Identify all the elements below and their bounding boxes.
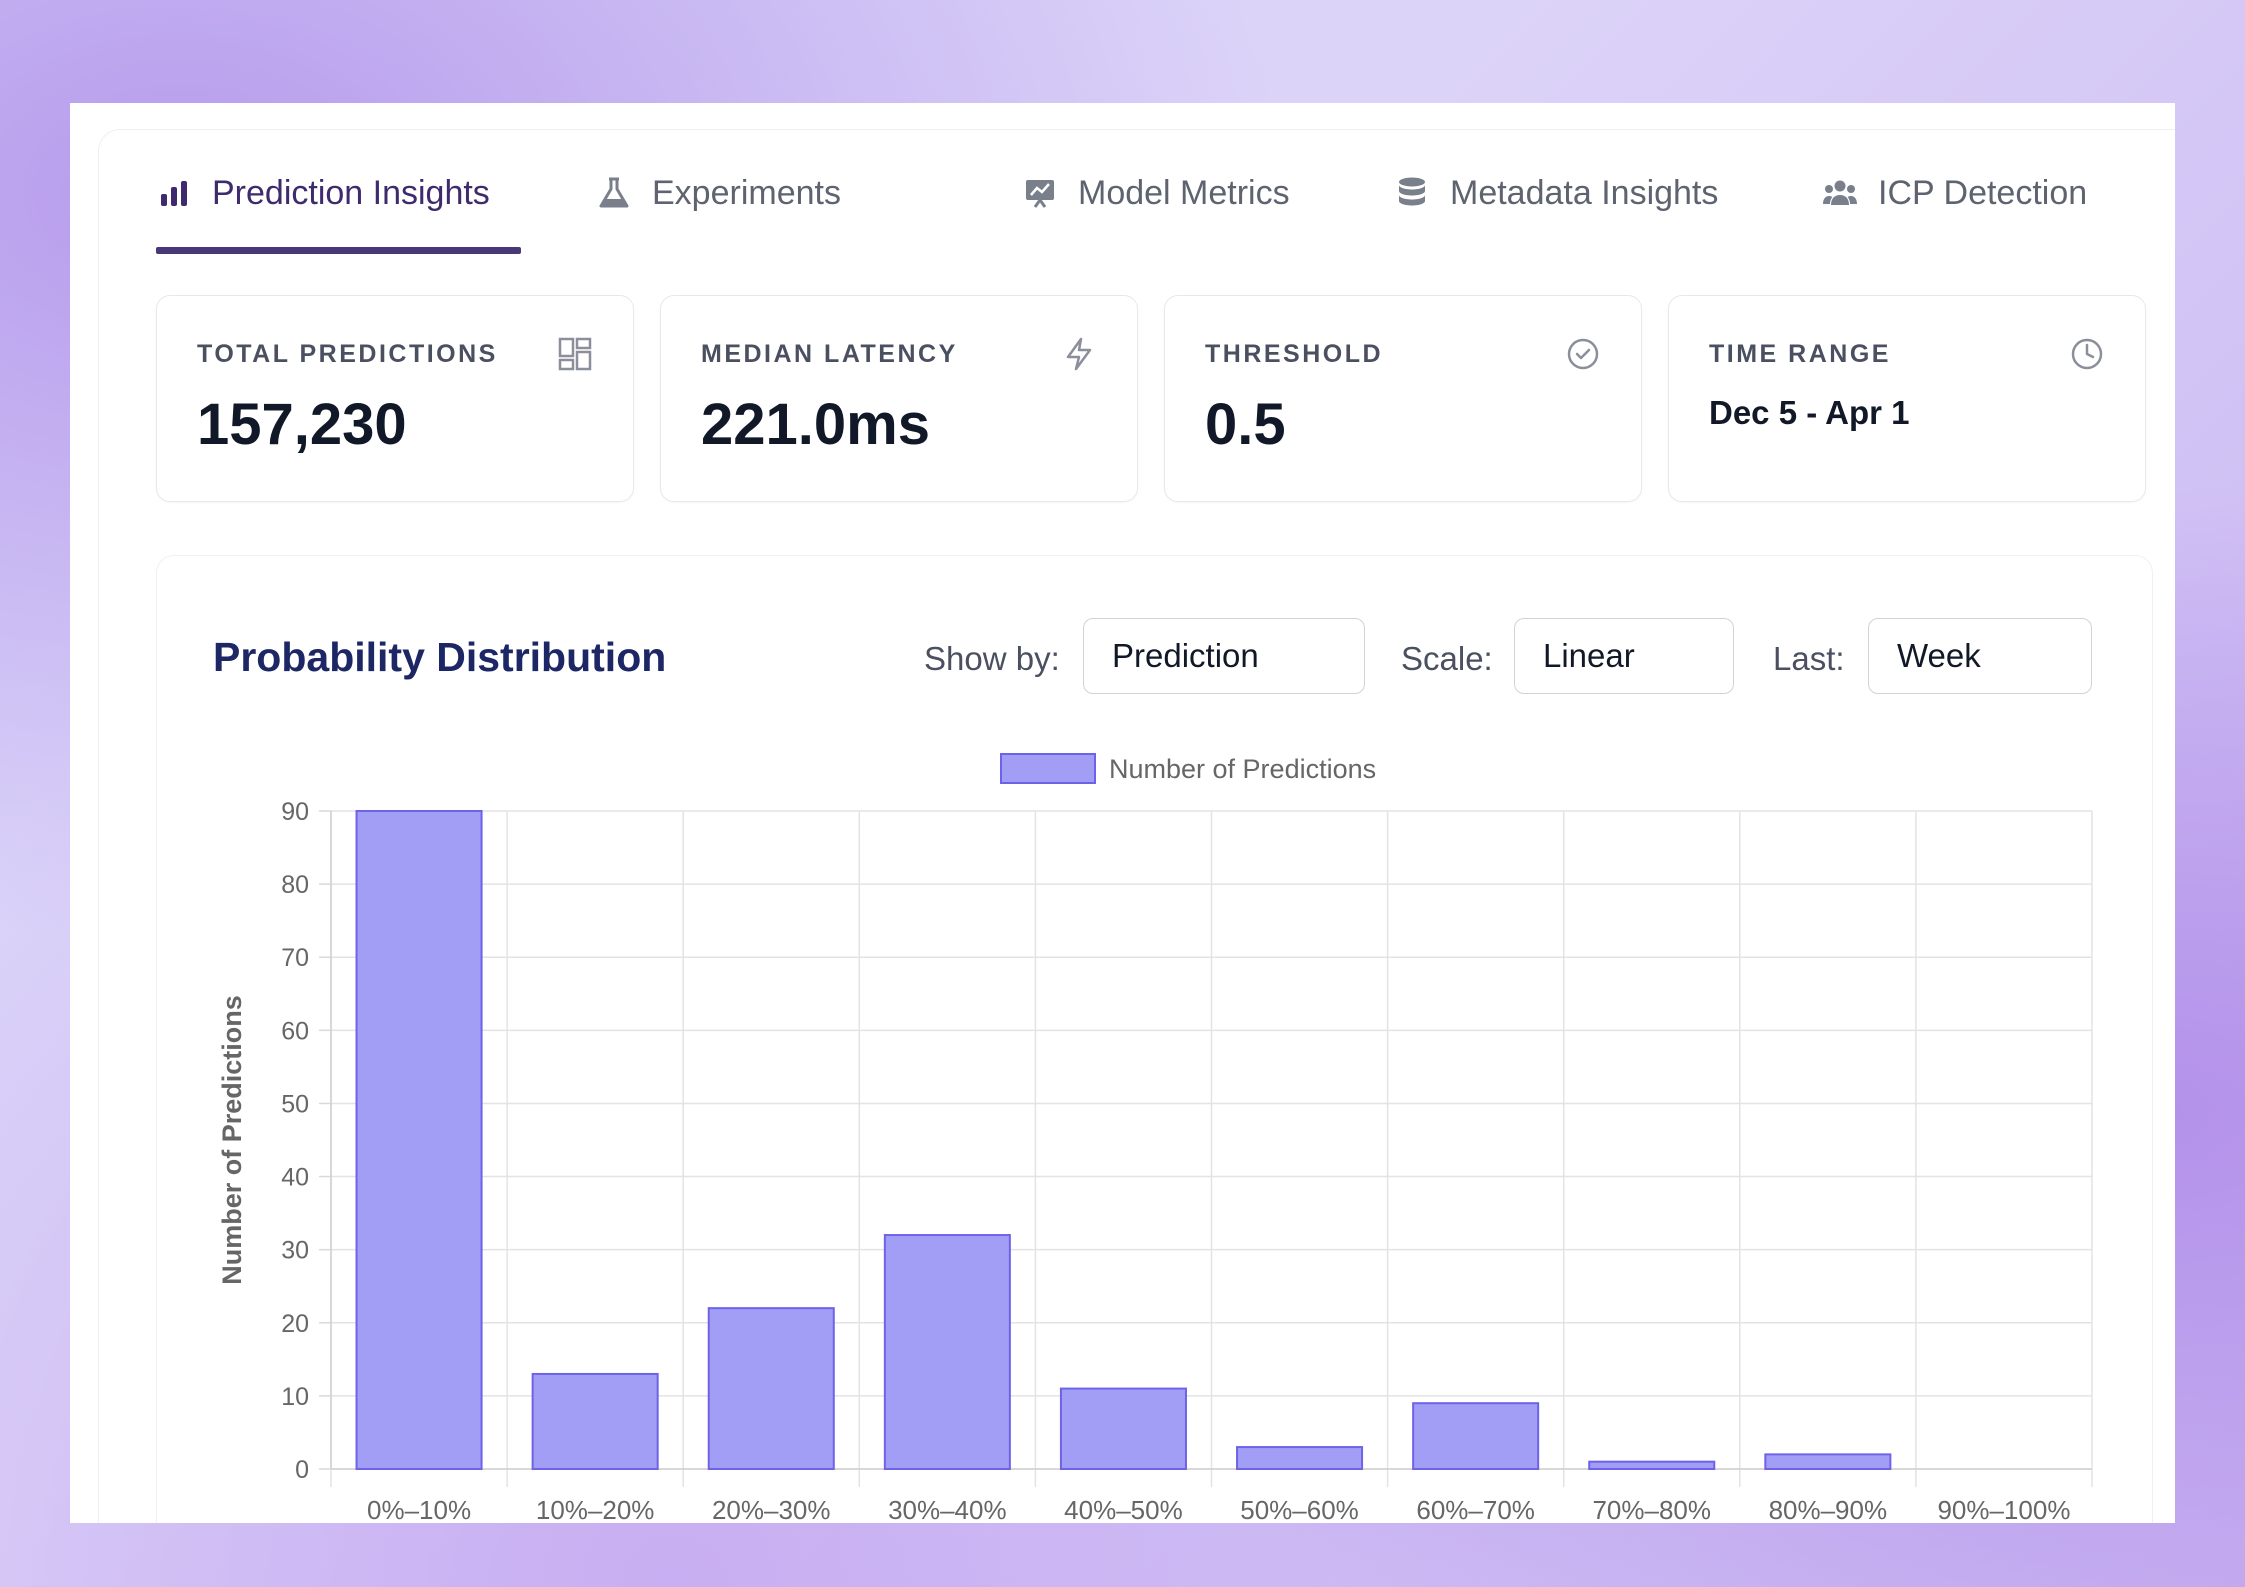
probability-distribution-card: Probability Distribution Show by: Predic… [156, 555, 2153, 1523]
show-by-label: Show by: [924, 640, 1060, 677]
x-tick-label: 30%–40% [888, 1495, 1007, 1523]
y-tick-label: 60 [281, 1017, 309, 1045]
stat-value: 221.0ms [701, 392, 930, 457]
x-tick-label: 80%–90% [1769, 1495, 1888, 1523]
scale-label: Scale: [1401, 640, 1493, 677]
y-tick-label: 80 [281, 871, 309, 899]
tab-label: Prediction Insights [212, 173, 490, 212]
tab-metadata-insights[interactable]: Metadata Insights [1394, 153, 1718, 233]
presentation-chart-icon [1022, 175, 1058, 211]
active-tab-indicator [156, 247, 521, 254]
tab-model-metrics[interactable]: Model Metrics [1022, 153, 1290, 233]
legend-label: Number of Predictions [1109, 754, 1376, 784]
tab-label: Model Metrics [1078, 173, 1290, 212]
scale-select[interactable]: Linear [1514, 618, 1734, 694]
y-tick-label: 0 [295, 1456, 309, 1484]
chart-panel-title: Probability Distribution [213, 634, 667, 680]
bar [531, 1372, 659, 1471]
x-tick-label: 40%–50% [1064, 1495, 1183, 1523]
y-tick-label: 30 [281, 1237, 309, 1265]
stat-card-time-range: TIME RANGE Dec 5 - Apr 1 [1668, 295, 2146, 502]
stat-label: THRESHOLD [1205, 340, 1384, 368]
x-tick-label: 60%–70% [1416, 1495, 1535, 1523]
clock-icon [2071, 338, 2103, 370]
check-circle-icon [1567, 338, 1599, 370]
stat-value: Dec 5 - Apr 1 [1709, 394, 1910, 431]
lightning-icon [1066, 337, 1092, 371]
stat-value: 0.5 [1205, 392, 1286, 457]
stat-value: 157,230 [197, 392, 407, 457]
y-tick-label: 10 [281, 1383, 309, 1411]
legend-swatch [1000, 753, 1096, 784]
y-tick-label: 90 [281, 798, 309, 826]
flask-icon [596, 175, 632, 211]
dashboard-grid-icon [558, 337, 592, 371]
stat-card-threshold: THRESHOLD 0.5 [1164, 295, 1642, 502]
y-tick-label: 50 [281, 1090, 309, 1118]
bar [1236, 1446, 1364, 1470]
y-tick-label: 40 [281, 1164, 309, 1192]
stat-card-median-latency: MEDIAN LATENCY 221.0ms [660, 295, 1138, 502]
database-icon [1394, 175, 1430, 211]
last-label: Last: [1773, 640, 1845, 677]
users-icon [1822, 175, 1858, 211]
bar [1412, 1402, 1540, 1471]
bar [1059, 1387, 1187, 1470]
bar [883, 1234, 1011, 1470]
bar [1588, 1460, 1716, 1471]
bar-chart-icon [156, 175, 192, 211]
tab-label: ICP Detection [1878, 173, 2088, 212]
bar [1764, 1453, 1892, 1471]
stat-label: TOTAL PREDICTIONS [197, 340, 498, 368]
x-tick-label: 90%–100% [1937, 1495, 2070, 1523]
bar [355, 810, 483, 1470]
tab-experiments[interactable]: Experiments [596, 153, 841, 233]
y-axis-title: Number of Predictions [217, 995, 247, 1285]
show-by-select[interactable]: Prediction [1083, 618, 1365, 694]
tab-icp-detection[interactable]: ICP Detection [1822, 153, 2087, 233]
bar [707, 1307, 835, 1471]
y-tick-label: 70 [281, 944, 309, 972]
x-tick-label: 20%–30% [712, 1495, 831, 1523]
last-select[interactable]: Week [1868, 618, 2092, 694]
tab-prediction-insights[interactable]: Prediction Insights [156, 153, 490, 233]
x-tick-label: 0%–10% [367, 1495, 471, 1523]
x-tick-label: 70%–80% [1592, 1495, 1711, 1523]
tab-label: Metadata Insights [1450, 173, 1719, 212]
main-panel: Prediction Insights Experiments Model Me… [70, 103, 2175, 1523]
x-tick-label: 50%–60% [1240, 1495, 1359, 1523]
x-tick-label: 10%–20% [536, 1495, 655, 1523]
tab-label: Experiments [652, 173, 841, 212]
stat-label: MEDIAN LATENCY [701, 340, 958, 368]
bar-chart: 0 10 20 30 40 50 60 70 80 90 0%–10% 10%–20% 20%–30% 3… [217, 753, 2093, 1523]
stat-label: TIME RANGE [1709, 340, 1891, 368]
y-tick-label: 20 [281, 1310, 309, 1338]
stat-card-total-predictions: TOTAL PREDICTIONS 157,230 [156, 295, 634, 502]
